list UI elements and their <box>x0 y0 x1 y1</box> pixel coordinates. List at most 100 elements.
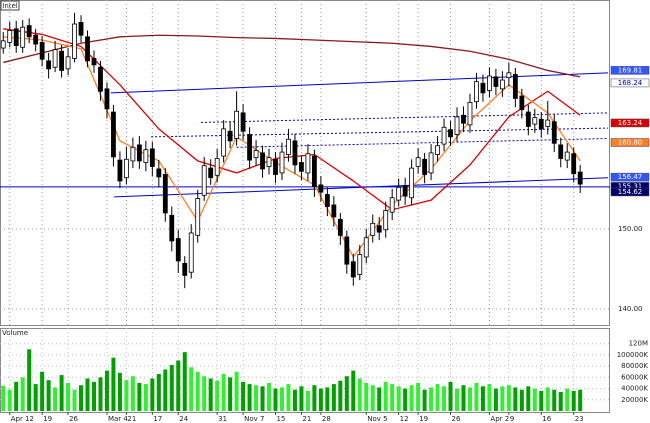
volume-bar <box>130 376 135 411</box>
volume-bar <box>66 382 71 411</box>
volume-bar <box>279 387 284 411</box>
volume-bar <box>267 382 272 411</box>
x-tick-label: 15 <box>277 415 286 423</box>
volume-bar <box>156 373 161 411</box>
volume-bar <box>578 389 583 411</box>
candle-body <box>182 262 188 276</box>
volume-bar <box>364 382 369 411</box>
price-marker-label: 154.62 <box>618 188 643 196</box>
volume-bar <box>422 389 427 411</box>
volume-bar <box>493 388 498 411</box>
candle-body <box>136 144 142 162</box>
volume-bar <box>292 389 297 411</box>
candle-body <box>370 222 376 236</box>
volume-tick-label: 40000K <box>621 385 648 393</box>
candle-body <box>201 165 207 196</box>
x-tick-label: Mar 4 <box>108 415 128 423</box>
x-tick-label: 23 <box>575 415 584 423</box>
volume-bar <box>442 386 447 411</box>
price-marker-label: 169.81 <box>618 66 643 74</box>
price-marker <box>610 118 650 128</box>
volume-bar <box>79 385 84 411</box>
price-marker <box>610 66 650 75</box>
x-tick-label: Apr 12 <box>11 415 34 423</box>
candle-body <box>487 75 492 91</box>
x-tick-label: 26 <box>69 415 78 423</box>
candle-body <box>26 25 32 38</box>
candle-body <box>337 218 343 236</box>
x-tick-label: Apr 2 <box>490 415 509 423</box>
x-tick-label: 19 <box>43 415 52 423</box>
volume-bar <box>7 389 12 411</box>
volume-tick-label: 120M <box>629 340 648 348</box>
volume-bar <box>455 388 460 411</box>
volume-bar <box>33 384 38 411</box>
volume-bar <box>532 388 537 411</box>
volume-tick-label: 20000K <box>621 396 648 404</box>
candle-body <box>480 82 486 94</box>
candle-body <box>85 36 90 62</box>
x-tick-label: 19 <box>419 415 428 423</box>
candle-body <box>532 117 538 125</box>
candle-body <box>454 116 460 135</box>
candle-body <box>376 225 382 233</box>
candle-body <box>273 158 278 175</box>
volume-bar <box>169 365 174 411</box>
volume-tick-label: 60000K <box>621 373 648 381</box>
volume-bar <box>150 378 155 411</box>
candle-body <box>499 79 505 90</box>
trend-line <box>110 72 609 94</box>
candle-body <box>344 236 350 265</box>
volume-bar <box>98 377 103 411</box>
volume-title: Volume <box>2 329 28 337</box>
volume-bar <box>435 384 440 411</box>
candle-body <box>195 198 201 236</box>
volume-bar <box>85 378 90 411</box>
volume-bar <box>370 385 375 411</box>
candle-body <box>130 146 136 162</box>
candle-body <box>299 162 304 172</box>
volume-bar <box>46 380 51 411</box>
candle-body <box>247 134 252 161</box>
volume-bar <box>331 384 336 411</box>
price-marker <box>610 78 650 88</box>
volume-bar <box>474 382 479 411</box>
candle-body <box>59 50 64 71</box>
candle-body <box>143 149 149 163</box>
candle-body <box>214 158 220 176</box>
volume-bar <box>273 388 278 411</box>
candle-body <box>415 157 421 167</box>
volume-bar <box>228 377 233 411</box>
candle-body <box>538 118 544 130</box>
candle-body <box>227 130 233 142</box>
volume-bar <box>208 378 213 411</box>
candle-body <box>493 76 499 87</box>
candle-body <box>363 237 369 258</box>
candle-body <box>175 238 181 262</box>
volume-bar <box>539 390 544 411</box>
candle-body <box>409 167 415 199</box>
volume-bar <box>202 376 207 411</box>
trend-line <box>151 127 609 138</box>
x-tick-label: 31 <box>218 415 227 423</box>
candle-body <box>72 23 77 59</box>
volume-bar <box>565 388 570 411</box>
candle-body <box>260 152 265 170</box>
volume-bar <box>59 375 64 411</box>
candle-body <box>441 126 447 145</box>
volume-bar <box>163 369 168 411</box>
x-tick-label: 17 <box>153 415 162 423</box>
candle-body <box>324 194 330 207</box>
volume-bar <box>20 377 25 411</box>
volume-bar <box>312 385 317 411</box>
candle-body <box>577 171 583 185</box>
volume-bar <box>429 387 434 411</box>
volume-bar <box>480 386 485 411</box>
candle-body <box>512 74 518 99</box>
volume-bar <box>403 388 408 411</box>
candle-body <box>402 185 408 197</box>
candle-body <box>279 151 285 174</box>
volume-bar <box>182 352 187 411</box>
volume-bar <box>117 372 122 411</box>
